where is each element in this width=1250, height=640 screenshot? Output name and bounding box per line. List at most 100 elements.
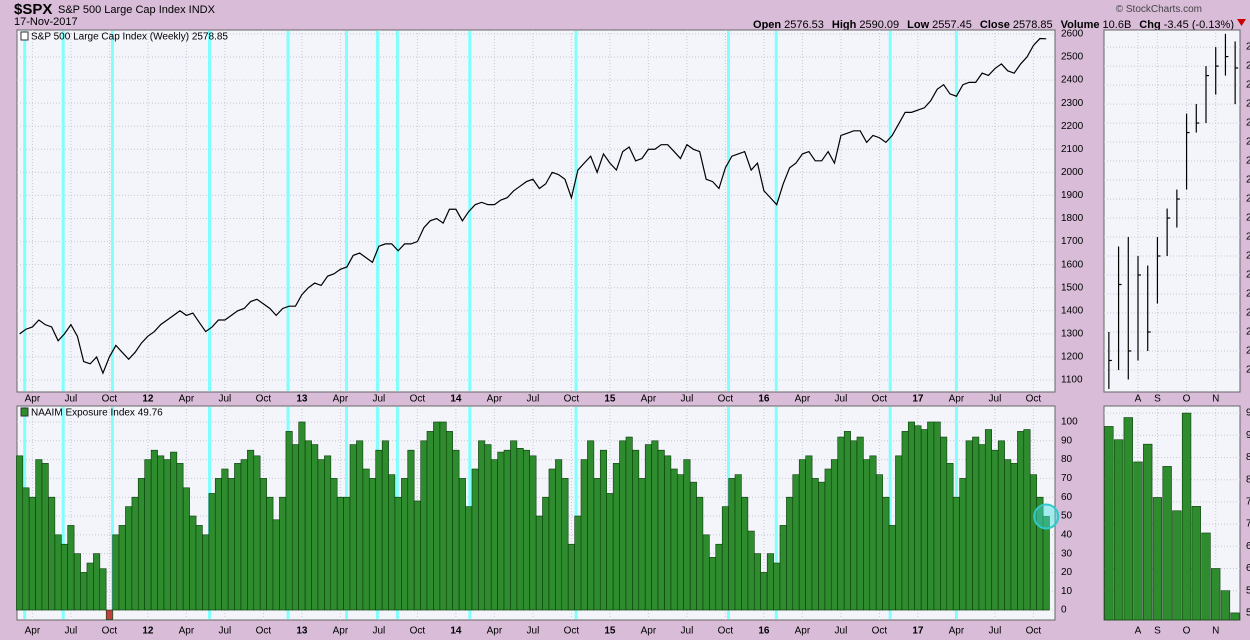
- bar: [580, 459, 588, 611]
- bar: [914, 425, 922, 611]
- bar: [189, 515, 197, 611]
- signal-line: [61, 407, 65, 619]
- y-tick-label: 60: [1061, 492, 1073, 503]
- y-tick-label: 1700: [1061, 236, 1084, 247]
- bar: [529, 455, 537, 611]
- bar: [413, 500, 421, 611]
- y-tick-label: 2600: [1061, 29, 1084, 40]
- bar: [882, 496, 890, 611]
- bar: [1123, 417, 1133, 621]
- signal-line: [345, 31, 349, 391]
- bar: [349, 444, 357, 611]
- x-tick-label: Oct: [102, 394, 118, 405]
- bar: [683, 459, 691, 611]
- y-tick-label: 2420: [1246, 365, 1250, 376]
- x-tick-label: Apr: [25, 626, 41, 637]
- x-tick-label: Apr: [487, 394, 503, 405]
- bar: [375, 449, 383, 611]
- y-tick-label: 1900: [1061, 190, 1084, 201]
- side-price-panel: [1103, 29, 1241, 393]
- bar: [388, 474, 396, 611]
- bar: [818, 481, 826, 611]
- signal-line: [61, 31, 65, 391]
- x-tick-label: Apr: [179, 394, 195, 405]
- bar: [587, 440, 595, 611]
- bar: [490, 459, 498, 611]
- y-tick-label: 55: [1246, 585, 1250, 596]
- x-tick-label: 14: [450, 626, 462, 637]
- bar: [465, 506, 473, 611]
- y-tick-label: 10: [1061, 586, 1073, 597]
- signal-line: [727, 31, 731, 391]
- bar: [317, 459, 325, 611]
- y-tick-label: 85: [1246, 452, 1250, 463]
- bar: [22, 487, 30, 611]
- y-tick-label: 1800: [1061, 213, 1084, 224]
- x-tick-label: Jul: [219, 626, 232, 637]
- bar: [478, 440, 486, 611]
- bar: [1023, 429, 1031, 611]
- bar: [522, 449, 530, 611]
- price-panel: [16, 29, 1056, 393]
- x-tick-label: Oct: [410, 394, 426, 405]
- bar: [907, 421, 915, 611]
- y-tick-label: 80: [1061, 454, 1073, 465]
- bar: [997, 440, 1005, 611]
- legend-label: NAAIM Exposure Index 49.76: [31, 408, 163, 419]
- signal-line: [286, 31, 290, 391]
- y-tick-label: 2530: [1246, 156, 1250, 167]
- bar: [118, 525, 126, 611]
- y-tick-label: 2300: [1061, 98, 1084, 109]
- bar: [60, 543, 68, 611]
- bar: [715, 543, 723, 611]
- bar: [221, 468, 229, 611]
- bar: [214, 478, 222, 611]
- bar: [1201, 532, 1211, 621]
- bar: [901, 431, 909, 611]
- bar: [747, 530, 755, 611]
- bar: [542, 496, 550, 611]
- bar: [959, 478, 967, 611]
- bar: [824, 468, 832, 611]
- y-tick-label: 1500: [1061, 282, 1084, 293]
- bar: [927, 421, 935, 611]
- symbol: $SPX: [14, 1, 53, 18]
- bar: [773, 562, 781, 611]
- y-tick-label: 2000: [1061, 167, 1084, 178]
- y-tick-label: 2540: [1246, 137, 1250, 148]
- y-tick-label: 60: [1246, 563, 1250, 574]
- bar: [426, 431, 434, 611]
- signal-line: [208, 31, 212, 391]
- bar: [80, 572, 88, 611]
- bar: [798, 459, 806, 611]
- y-tick-label: 2580: [1246, 61, 1250, 72]
- x-tick-label: O: [1183, 394, 1191, 405]
- bar: [811, 478, 819, 611]
- bar: [535, 515, 543, 611]
- y-tick-label: 90: [1061, 435, 1073, 446]
- bar: [137, 478, 145, 611]
- y-tick-label: 50: [1246, 608, 1250, 619]
- x-tick-label: 15: [604, 394, 616, 405]
- last-value-highlight: [1033, 503, 1060, 530]
- bar: [625, 436, 633, 611]
- bar: [895, 455, 903, 611]
- bar: [657, 449, 665, 611]
- y-tick-label: 1600: [1061, 259, 1084, 270]
- x-tick-label: Jul: [373, 626, 386, 637]
- bar: [259, 478, 267, 611]
- bar: [343, 496, 351, 611]
- bar: [548, 468, 556, 611]
- bar: [638, 478, 646, 611]
- bar: [99, 568, 107, 611]
- bar: [702, 534, 710, 611]
- x-tick-label: A: [1135, 394, 1142, 405]
- bar: [991, 449, 999, 611]
- signal-line: [774, 407, 778, 619]
- bar: [721, 506, 729, 611]
- y-tick-label: 2500: [1246, 213, 1250, 224]
- x-tick-label: Oct: [718, 394, 734, 405]
- bar: [208, 493, 216, 611]
- stat-value: 2576.53: [784, 19, 824, 31]
- bar: [1017, 431, 1025, 611]
